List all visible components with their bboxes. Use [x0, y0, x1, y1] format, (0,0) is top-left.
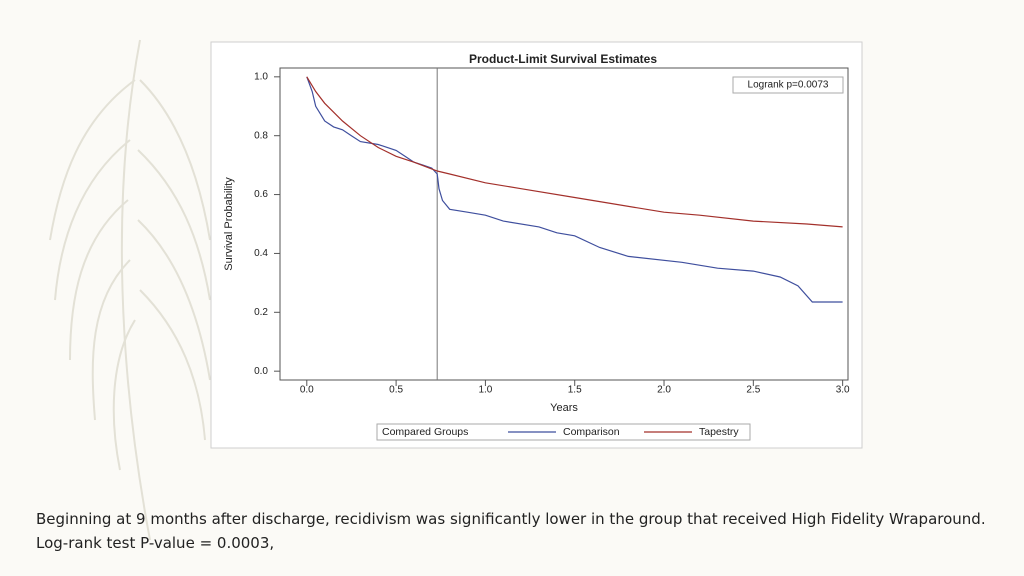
- plot-frame: [279, 67, 849, 381]
- x-tick-label: 1.5: [568, 385, 582, 396]
- series-line: [306, 76, 843, 303]
- annotation: Logrank p=0.0073: [748, 80, 829, 91]
- y-tick-label: 0.6: [254, 189, 268, 200]
- x-axis-label: Years: [550, 402, 578, 414]
- x-tick-label: 1.0: [478, 385, 492, 396]
- y-tick-label: 0.8: [254, 130, 268, 141]
- y-tick-label: 0.2: [254, 307, 268, 318]
- y-tick-label: 1.0: [254, 71, 268, 82]
- legend-label: Comparison: [563, 426, 620, 438]
- x-tick-label: 2.0: [657, 385, 671, 396]
- caption-line: Beginning at 9 months after discharge, r…: [36, 510, 986, 528]
- legend-label: Tapestry: [699, 426, 739, 438]
- plot-area: 0.0 0.2 0.4 0.6 0.8 1.0 0.0 0.5 1.0 1.5 2.0 2.5 3.0 C…: [254, 68, 850, 438]
- legend-title: Compared Groups: [382, 426, 468, 438]
- x-tick-label: 0.5: [389, 385, 403, 396]
- x-tick-label: 0.0: [300, 385, 314, 396]
- y-axis-label: Survival Probability: [223, 177, 235, 271]
- legend-box: [376, 423, 751, 441]
- chart-title: Product-Limit Survival Estimates: [469, 52, 657, 66]
- x-tick-label: 2.5: [746, 385, 760, 396]
- y-tick-label: 0.4: [254, 248, 268, 259]
- series-line: [306, 76, 843, 228]
- y-tick-label: 0.0: [254, 366, 268, 377]
- caption-line: Log-rank test P-value = 0.0003,: [36, 534, 275, 552]
- feather-decoration: [49, 39, 211, 541]
- annotation-box: [732, 76, 844, 94]
- x-tick-label: 3.0: [836, 385, 850, 396]
